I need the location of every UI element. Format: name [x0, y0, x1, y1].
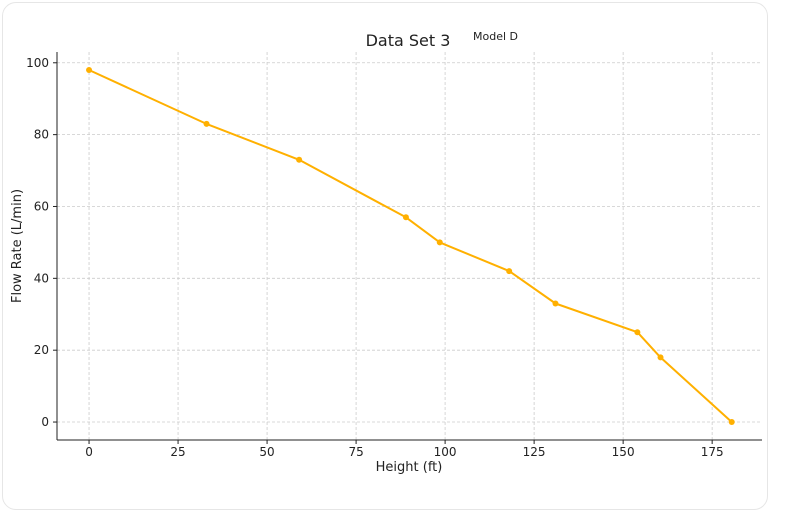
series	[86, 66, 735, 426]
y-tick-label-0: 0	[41, 415, 49, 429]
data-point-9	[728, 419, 735, 426]
data-point-4	[436, 239, 443, 246]
data-point-2	[296, 156, 303, 163]
y-tick-label-4: 80	[34, 128, 49, 142]
series-line-0	[88, 69, 733, 423]
x-tick-label-0: 0	[85, 445, 93, 459]
x-axis-label: Height (ft)	[376, 460, 443, 475]
axes	[56, 52, 762, 441]
x-tick-label-3: 75	[348, 445, 363, 459]
x-tick-label-5: 125	[523, 445, 546, 459]
y-tick-label-2: 40	[34, 271, 49, 285]
data-point-5	[506, 268, 513, 275]
grid	[57, 52, 762, 440]
data-point-8	[657, 354, 664, 361]
data-point-0	[86, 66, 93, 73]
x-tick-label-6: 150	[612, 445, 635, 459]
y-axis-label: Flow Rate (L/min)	[10, 189, 25, 303]
x-tick-label-1: 25	[170, 445, 185, 459]
chart-title: Data Set 3	[366, 31, 451, 50]
x-ticks: 0 25 50 75 100 125 150 175	[85, 440, 724, 459]
chart-subtitle: Model D	[473, 30, 518, 43]
y-tick-label-1: 20	[34, 343, 49, 357]
data-point-1	[203, 120, 210, 127]
data-point-6	[552, 300, 559, 307]
x-tick-label-7: 175	[701, 445, 724, 459]
x-tick-label-4: 100	[434, 445, 457, 459]
data-point-3	[402, 214, 409, 221]
y-tick-label-3: 60	[34, 199, 49, 213]
chart-card	[2, 2, 768, 510]
y-tick-label-5: 100	[26, 56, 49, 70]
data-point-7	[634, 329, 641, 336]
y-ticks: 0 20 40 60 80 100	[26, 56, 57, 429]
x-tick-label-2: 50	[259, 445, 274, 459]
